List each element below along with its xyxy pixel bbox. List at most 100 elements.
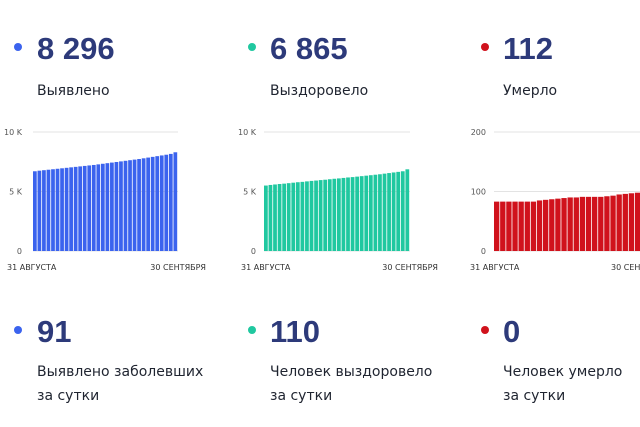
recovered-label: Выздоровело [270, 83, 369, 99]
bar [105, 163, 110, 251]
x-end-label: 30 СЕНТЯБРЯ [382, 263, 438, 272]
deaths-daily-label-line1: Человек умерло [503, 364, 623, 380]
bar [141, 158, 146, 251]
bar [585, 196, 592, 251]
bar [60, 168, 64, 251]
bar [573, 197, 579, 251]
bar [305, 181, 309, 251]
bar [616, 194, 622, 251]
chart-3: 0 100 200 31 АВГУСТА 30 СЕНТЯБРЯ [470, 128, 640, 272]
bar [368, 175, 373, 251]
bar [33, 171, 37, 251]
bar [100, 163, 105, 251]
bar [51, 169, 55, 251]
bar [327, 179, 332, 251]
bar [391, 172, 396, 251]
bar [286, 183, 291, 251]
bar [543, 199, 549, 251]
bar [382, 173, 387, 251]
bar [128, 160, 132, 251]
x-start-label: 31 АВГУСТА [470, 263, 520, 272]
bar [159, 155, 164, 251]
bar [500, 201, 506, 251]
bar [518, 201, 524, 251]
bar [78, 166, 83, 251]
bar [55, 168, 60, 251]
bar [264, 185, 268, 251]
recovered-total: 6 865 [270, 31, 348, 66]
bar [604, 196, 610, 251]
bar [82, 165, 87, 251]
bar [282, 183, 287, 251]
bar [168, 153, 173, 251]
deaths-label: Умерло [503, 83, 558, 99]
y-tick-label: 5 K [243, 188, 257, 197]
bar [396, 171, 401, 251]
y-tick-label: 100 [471, 188, 486, 197]
bar [46, 169, 51, 251]
bar [114, 161, 119, 251]
chart-1: 0 5 K 10 K 31 АВГУСТА 30 СЕНТЯБРЯ [4, 128, 206, 272]
confirmed-daily: 91 [37, 314, 72, 349]
dot-icon [248, 43, 256, 51]
bar [579, 196, 586, 251]
x-end-label: 30 СЕНТЯБРЯ [150, 263, 206, 272]
bar [323, 179, 328, 251]
bar [622, 193, 628, 251]
bar [536, 200, 543, 251]
x-start-label: 31 АВГУСТА [7, 263, 57, 272]
bar [150, 156, 155, 251]
y-tick-label: 200 [471, 128, 486, 137]
bar [69, 167, 73, 251]
bar [164, 154, 169, 251]
bar [268, 184, 273, 251]
bar [561, 198, 567, 251]
confirmed-total: 8 296 [37, 31, 115, 66]
dot-icon [481, 326, 489, 334]
bar [341, 177, 346, 251]
deaths-daily-label-line2: за сутки [503, 388, 566, 404]
bar [359, 176, 364, 251]
bar [567, 197, 573, 251]
bar [309, 180, 314, 251]
y-tick-label: 0 [17, 247, 22, 256]
x-start-label: 31 АВГУСТА [241, 263, 291, 272]
y-tick-label: 5 K [9, 188, 23, 197]
y-tick-label: 0 [251, 247, 256, 256]
bar [634, 192, 640, 251]
bar [610, 195, 616, 251]
bar [96, 164, 101, 251]
bar [346, 177, 350, 251]
bar [91, 164, 96, 251]
bar [318, 180, 323, 251]
bar [598, 196, 604, 251]
confirmed-label: Выявлено [37, 83, 110, 99]
bar [42, 170, 46, 251]
bar [405, 169, 410, 251]
bar [337, 178, 341, 251]
bar [300, 181, 305, 251]
dot-icon [481, 43, 489, 51]
bar [73, 166, 78, 251]
bar [506, 201, 512, 251]
confirmed-daily-label-line2: за сутки [37, 388, 100, 404]
bar [355, 176, 360, 252]
bar [123, 160, 128, 251]
confirmed-daily-label-line1: Выявлено заболевших [37, 364, 204, 380]
bar [291, 182, 296, 251]
bar [592, 196, 598, 251]
bar [530, 201, 537, 251]
x-end-label: 30 СЕНТЯБРЯ [611, 263, 640, 272]
bar [549, 199, 555, 251]
recovered-daily-label-line1: Человек выздоровело [270, 364, 433, 380]
dot-icon [14, 43, 22, 51]
deaths-total: 112 [503, 31, 554, 66]
deaths-daily: 0 [503, 314, 521, 349]
bar [137, 159, 141, 251]
bar [87, 165, 92, 251]
bar [132, 159, 137, 251]
bar [364, 175, 369, 251]
charts-layer: 0 5 K 10 K 31 АВГУСТА 30 СЕНТЯБРЯ 0 5 K 10 K 31 … [4, 128, 640, 272]
bar [494, 201, 500, 251]
bar [146, 157, 151, 251]
